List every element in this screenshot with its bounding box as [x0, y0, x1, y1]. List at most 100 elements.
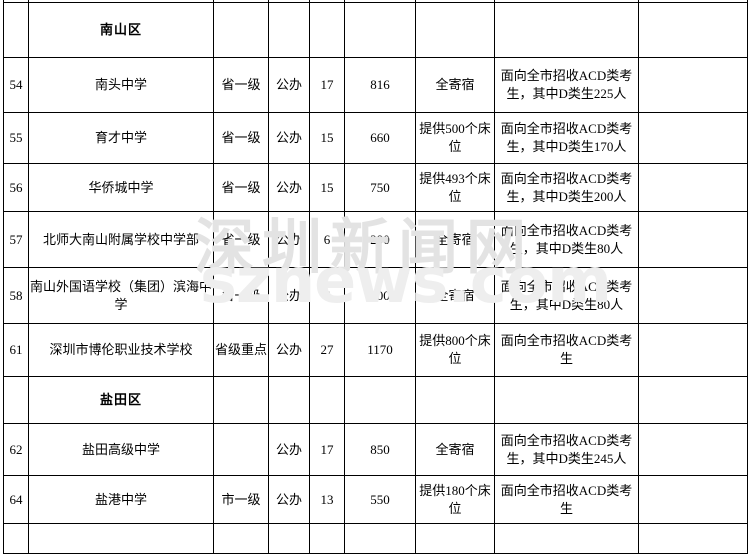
- cell-admission: 面向全市招收ACD类考生，其中D类生200人: [494, 163, 639, 212]
- empty-cell: [638, 523, 748, 554]
- empty-cell: [309, 2, 345, 58]
- cell-students: 1170: [344, 323, 416, 377]
- school-row: 54 南头中学 省一级 公办 17 816 全寄宿 面向全市招收ACD类考生，其中D类生225…: [3, 57, 748, 113]
- empty-cell: [344, 2, 416, 58]
- cell-name: 盐田高级中学: [28, 423, 214, 476]
- empty-cell: [3, 523, 29, 554]
- region-header-row: 盐田区: [3, 376, 748, 424]
- cell-accommodation: 全寄宿: [415, 267, 495, 324]
- cell-ownership: 公办: [268, 163, 310, 212]
- school-row: 64 盐港中学 市一级 公办 13 550 提供180个床位 面向全市招收ACD类考生: [3, 475, 748, 524]
- schools-table-body: 南山区 54 南头中学 省一级 公办 17 816 全寄宿 面向全市招收ACD类考生，其中D类生…: [3, 0, 748, 554]
- cell-extra: [638, 475, 748, 524]
- cell-accommodation: 提供180个床位: [415, 475, 495, 524]
- empty-cell: [309, 376, 345, 424]
- cell-students: 816: [344, 57, 416, 113]
- cell-students: 660: [344, 112, 416, 164]
- cell-ownership: 公办: [268, 423, 310, 476]
- cell-extra: [638, 112, 748, 164]
- empty-cell: [344, 523, 416, 554]
- cell-students: 290: [344, 211, 416, 268]
- cell-grade: [213, 423, 269, 476]
- school-row: 57 北师大南山附属学校中学部 省一级 公办 6 290 全寄宿 面向全市招收ACD类考生，其…: [3, 211, 748, 268]
- empty-cell: [494, 2, 639, 58]
- cell-classes: 6: [309, 211, 345, 268]
- empty-cell: [3, 2, 29, 58]
- cell-no: 55: [3, 112, 29, 164]
- cell-admission: 面向全市招收ACD类考生，其中D类生170人: [494, 112, 639, 164]
- cell-no: 56: [3, 163, 29, 212]
- cell-accommodation: 提供493个床位: [415, 163, 495, 212]
- schools-admissions-table: 南山区 54 南头中学 省一级 公办 17 816 全寄宿 面向全市招收ACD类考生，其中D类生…: [3, 0, 748, 554]
- cell-accommodation: 全寄宿: [415, 57, 495, 113]
- cell-ownership: 公办: [268, 475, 310, 524]
- empty-cell: [268, 523, 310, 554]
- empty-cell: [638, 2, 748, 58]
- region-header-row: 南山区: [3, 2, 748, 58]
- cell-classes: 6: [309, 267, 345, 324]
- cell-classes: 17: [309, 57, 345, 113]
- cell-grade: 省一级: [213, 163, 269, 212]
- cell-extra: [638, 57, 748, 113]
- cell-classes: 27: [309, 323, 345, 377]
- cell-grade: 省级重点: [213, 323, 269, 377]
- school-row: 58 南山外国语学校（集团）滨海中学 省一级 公办 6 300 全寄宿 面向全市招收ACD类考…: [3, 267, 748, 324]
- cell-classes: 17: [309, 423, 345, 476]
- cell-extra: [638, 323, 748, 377]
- school-row: 62 盐田高级中学 公办 17 850 全寄宿 面向全市招收ACD类考生，其中D类生245人: [3, 423, 748, 476]
- cell-name: 深圳市博伦职业技术学校: [28, 323, 214, 377]
- cell-extra: [638, 163, 748, 212]
- cell-accommodation: 全寄宿: [415, 423, 495, 476]
- cell-admission: 面向全市招收ACD类考生，其中D类生80人: [494, 267, 639, 324]
- empty-cell: [494, 376, 639, 424]
- cell-name: 育才中学: [28, 112, 214, 164]
- region-name: 盐田区: [28, 376, 214, 424]
- empty-cell: [415, 523, 495, 554]
- cell-students: 550: [344, 475, 416, 524]
- cell-no: 57: [3, 211, 29, 268]
- empty-cell: [213, 2, 269, 58]
- school-row: 61 深圳市博伦职业技术学校 省级重点 公办 27 1170 提供800个床位 面向全市招收A…: [3, 323, 748, 377]
- empty-cell: [415, 376, 495, 424]
- cell-extra: [638, 211, 748, 268]
- cell-grade: 省一级: [213, 57, 269, 113]
- cell-classes: 13: [309, 475, 345, 524]
- cell-grade: 市一级: [213, 475, 269, 524]
- empty-cell: [213, 376, 269, 424]
- cell-extra: [638, 267, 748, 324]
- cell-admission: 面向全市招收ACD类考生，其中D类生80人: [494, 211, 639, 268]
- cell-no: 61: [3, 323, 29, 377]
- cell-no: 54: [3, 57, 29, 113]
- empty-cell: [638, 376, 748, 424]
- cell-no: 62: [3, 423, 29, 476]
- document-sheet: 南山区 54 南头中学 省一级 公办 17 816 全寄宿 面向全市招收ACD类考生，其中D类生…: [3, 0, 748, 554]
- empty-cell: [309, 523, 345, 554]
- empty-cell: [268, 2, 310, 58]
- empty-cell: [415, 2, 495, 58]
- cell-ownership: 公办: [268, 211, 310, 268]
- cell-ownership: 公办: [268, 57, 310, 113]
- cell-no: 58: [3, 267, 29, 324]
- clipped-partial-row: [3, 523, 748, 554]
- cell-accommodation: 提供800个床位: [415, 323, 495, 377]
- cell-admission: 面向全市招收ACD类考生，其中D类生225人: [494, 57, 639, 113]
- cell-grade: 省一级: [213, 112, 269, 164]
- empty-cell: [3, 376, 29, 424]
- cell-name: 南头中学: [28, 57, 214, 113]
- empty-cell: [213, 523, 269, 554]
- cell-grade: 省一级: [213, 267, 269, 324]
- region-name: 南山区: [28, 2, 214, 58]
- cell-admission: 面向全市招收ACD类考生: [494, 323, 639, 377]
- school-row: 56 华侨城中学 省一级 公办 15 750 提供493个床位 面向全市招收ACD类考生，其中…: [3, 163, 748, 212]
- cell-no: 64: [3, 475, 29, 524]
- cell-name: 盐港中学: [28, 475, 214, 524]
- cell-students: 750: [344, 163, 416, 212]
- cell-ownership: 公办: [268, 323, 310, 377]
- school-row: 55 育才中学 省一级 公办 15 660 提供500个床位 面向全市招收ACD类考生，其中D…: [3, 112, 748, 164]
- cell-name: 华侨城中学: [28, 163, 214, 212]
- empty-cell: [268, 376, 310, 424]
- cell-classes: 15: [309, 112, 345, 164]
- cell-accommodation: 全寄宿: [415, 211, 495, 268]
- cell-name: 南山外国语学校（集团）滨海中学: [28, 267, 214, 324]
- cell-admission: 面向全市招收ACD类考生，其中D类生245人: [494, 423, 639, 476]
